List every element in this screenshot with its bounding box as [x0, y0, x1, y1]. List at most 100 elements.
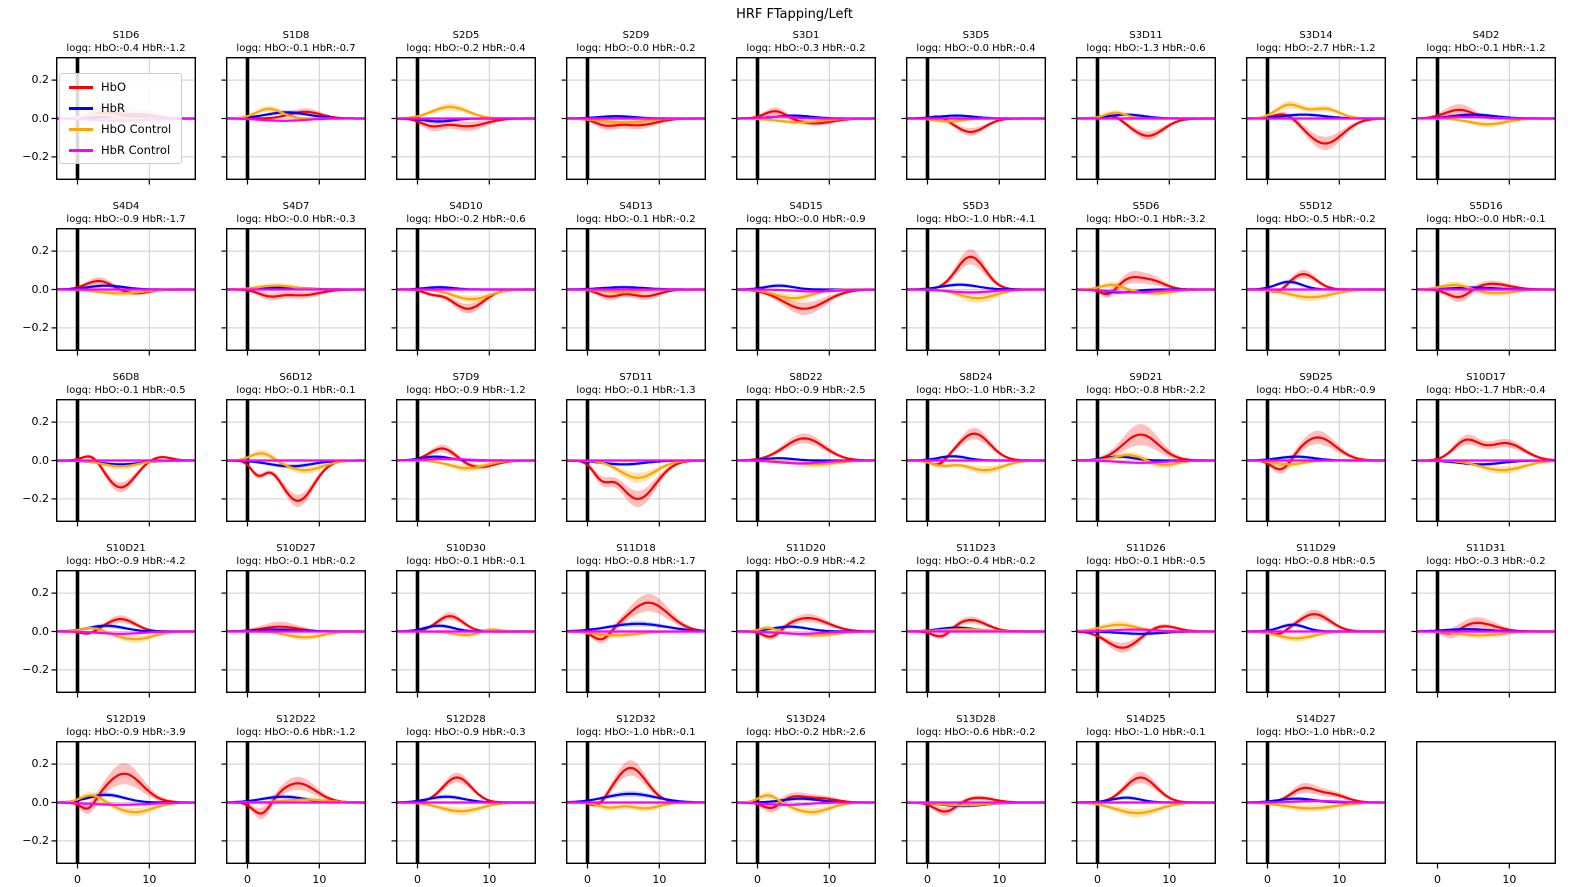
- channel-title: S3D14: [1299, 30, 1333, 41]
- channel-title: S10D30: [446, 543, 486, 554]
- channel-title: S10D17: [1466, 372, 1506, 383]
- plot-area: [731, 56, 877, 185]
- figure-title: HRF FTapping/Left: [736, 7, 853, 22]
- plot-area: [1411, 569, 1557, 698]
- subplot-S8D24: S8D24 logq: HbO:-1.0 HbR:-3.2: [891, 369, 1061, 540]
- plot-area: [1411, 227, 1557, 356]
- channel-logq: logq: HbO:-0.1 HbR:-0.2: [236, 556, 356, 567]
- channel-logq: logq: HbO:-0.2 HbR:-0.6: [406, 214, 526, 225]
- channel-logq: logq: HbO:-0.0 HbR:-0.2: [576, 43, 696, 54]
- subplot-S5D6: S5D6 logq: HbO:-0.1 HbR:-3.2: [1061, 198, 1231, 369]
- legend-line-icon: [69, 85, 93, 89]
- x-tick-label: 10: [992, 873, 1007, 886]
- plot-area: [51, 398, 197, 527]
- subplot-S12D28: S12D28 logq: HbO:-0.9 HbR:-0.3 0 10: [381, 711, 551, 886]
- y-tick-label: 0.0: [31, 282, 50, 296]
- channel-title: S3D5: [962, 30, 990, 41]
- plot-area: [391, 740, 537, 869]
- subplot-S7D11: S7D11 logq: HbO:-0.1 HbR:-1.3: [551, 369, 721, 540]
- y-tick-label: −0.2: [22, 149, 49, 163]
- channel-title: S6D8: [112, 372, 140, 383]
- channel-title: S6D12: [279, 372, 313, 383]
- channel-logq: logq: HbO:-0.8 HbR:-0.5: [1256, 556, 1376, 567]
- channel-title: S7D11: [619, 372, 653, 383]
- plot-area: [901, 569, 1047, 698]
- channel-logq: logq: HbO:-0.1 HbR:-1.3: [576, 385, 696, 396]
- plot-area: [901, 398, 1047, 527]
- plot-area: [1071, 740, 1217, 869]
- legend-line-icon: [69, 106, 93, 110]
- channel-logq: logq: HbO:-0.9 HbR:-4.2: [66, 556, 186, 567]
- plot-area: [221, 398, 367, 527]
- channel-logq: logq: HbO:-0.9 HbR:-2.5: [746, 385, 866, 396]
- channel-logq: logq: HbO:-0.8 HbR:-1.7: [576, 556, 696, 567]
- x-tick-label: 0: [924, 873, 932, 886]
- subplot-S3D1: S3D1 logq: HbO:-0.3 HbR:-0.2: [721, 27, 891, 198]
- plot-area: [561, 569, 707, 698]
- y-tick-label: 0.0: [31, 453, 50, 467]
- subplot-S5D12: S5D12 logq: HbO:-0.5 HbR:-0.2: [1231, 198, 1401, 369]
- subplot-S3D5: S3D5 logq: HbO:-0.0 HbR:-0.4: [891, 27, 1061, 198]
- x-tick-label: 10: [652, 873, 667, 886]
- channel-title: S5D16: [1469, 201, 1503, 212]
- channel-logq: logq: HbO:-0.9 HbR:-1.2: [406, 385, 526, 396]
- channel-logq: logq: HbO:-0.0 HbR:-0.3: [236, 214, 356, 225]
- subplot-S10D30: S10D30 logq: HbO:-0.1 HbR:-0.1: [381, 540, 551, 711]
- plot-area: [1241, 227, 1387, 356]
- legend-item: HbR Control: [69, 143, 171, 157]
- channel-logq: logq: HbO:-0.1 HbR:-3.2: [1086, 214, 1206, 225]
- channel-title: S2D5: [452, 30, 480, 41]
- channel-title: S2D9: [622, 30, 650, 41]
- y-tick-label: −0.2: [22, 491, 49, 505]
- x-tick-label: 10: [1332, 873, 1347, 886]
- channel-title: S3D11: [1129, 30, 1163, 41]
- channel-title: S14D25: [1126, 714, 1166, 725]
- plot-area: [391, 569, 537, 698]
- subplot-grid: S1D6 logq: HbO:-0.4 HbR:-1.2 0.2 0.0 −0.2 HbO…: [22, 27, 1571, 886]
- plot-area: [1071, 398, 1217, 527]
- subplot-S9D21: S9D21 logq: HbO:-0.8 HbR:-2.2: [1061, 369, 1231, 540]
- channel-title: S11D20: [786, 543, 826, 554]
- channel-title: S11D29: [1296, 543, 1336, 554]
- plot-area: [1241, 569, 1387, 698]
- channel-logq: logq: HbO:-0.4 HbR:-0.9: [1256, 385, 1376, 396]
- x-tick-label: 10: [822, 873, 837, 886]
- channel-title: S4D10: [449, 201, 483, 212]
- channel-logq: logq: HbO:-0.5 HbR:-0.2: [1256, 214, 1376, 225]
- subplot-S9D25: S9D25 logq: HbO:-0.4 HbR:-0.9: [1231, 369, 1401, 540]
- x-tick-label: 0: [1264, 873, 1272, 886]
- channel-logq: logq: HbO:-0.0 HbR:-0.1: [1426, 214, 1546, 225]
- plot-area: [1415, 740, 1557, 869]
- channel-logq: logq: HbO:-1.7 HbR:-0.4: [1426, 385, 1546, 396]
- legend-line-icon: [69, 127, 93, 131]
- plot-area: [1411, 56, 1557, 185]
- plot-area: [1241, 398, 1387, 527]
- subplot-S11D26: S11D26 logq: HbO:-0.1 HbR:-0.5: [1061, 540, 1231, 711]
- plot-area: [221, 740, 367, 869]
- channel-logq: logq: HbO:-0.9 HbR:-4.2: [746, 556, 866, 567]
- channel-logq: logq: HbO:-0.2 HbR:-2.6: [746, 727, 866, 738]
- plot-area: [51, 740, 197, 869]
- channel-title: S10D21: [106, 543, 146, 554]
- channel-logq: logq: HbO:-0.1 HbR:-0.1: [236, 385, 356, 396]
- channel-title: S13D24: [786, 714, 826, 725]
- channel-logq: logq: HbO:-0.1 HbR:-0.2: [576, 214, 696, 225]
- channel-title: S11D18: [616, 543, 656, 554]
- y-tick-label: 0.2: [31, 73, 50, 87]
- plot-area: [901, 740, 1047, 869]
- subplot-S14D25: S14D25 logq: HbO:-1.0 HbR:-0.1 0 10: [1061, 711, 1231, 886]
- channel-title: S12D19: [106, 714, 146, 725]
- subplot-S11D18: S11D18 logq: HbO:-0.8 HbR:-1.7: [551, 540, 721, 711]
- subplot-S6D12: S6D12 logq: HbO:-0.1 HbR:-0.1: [211, 369, 381, 540]
- x-tick-label: 0: [1434, 873, 1442, 886]
- channel-title: S3D1: [792, 30, 820, 41]
- plot-area: [391, 56, 537, 185]
- channel-title: S1D6: [112, 30, 140, 41]
- subplot-S4D7: S4D7 logq: HbO:-0.0 HbR:-0.3: [211, 198, 381, 369]
- subplot-S7D9: S7D9 logq: HbO:-0.9 HbR:-1.2: [381, 369, 551, 540]
- y-tick-label: 0.2: [31, 415, 50, 429]
- y-tick-label: 0.0: [31, 795, 50, 809]
- plot-area: [1071, 227, 1217, 356]
- subplot-S5D16: S5D16 logq: HbO:-0.0 HbR:-0.1: [1401, 198, 1571, 369]
